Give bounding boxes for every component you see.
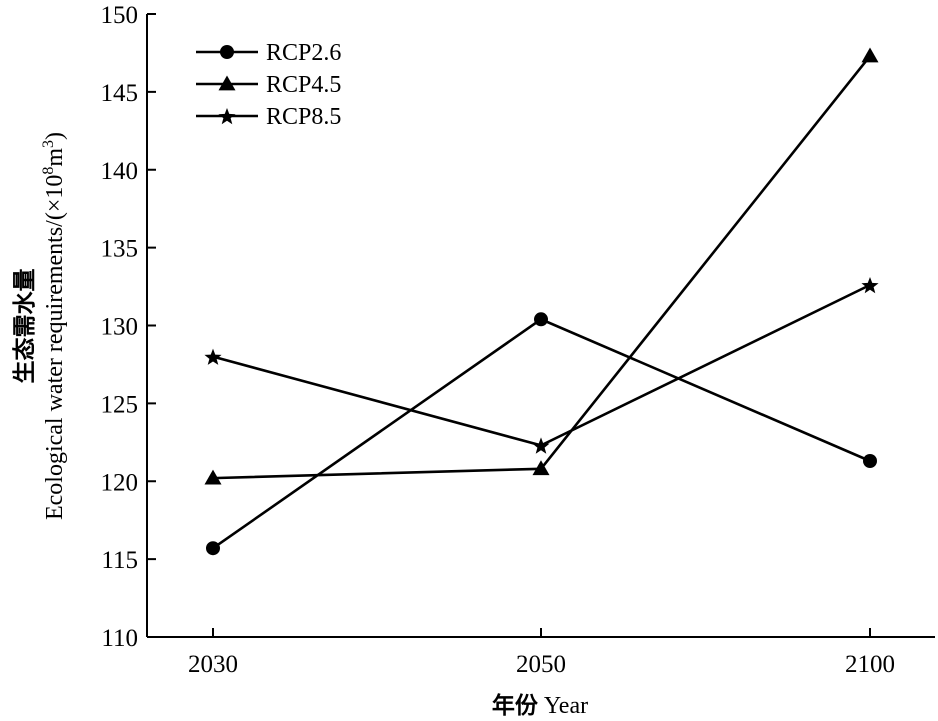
y-axis-title-en: Ecological water requirements/(×108m3) [40,132,68,520]
y-tick-label: 130 [101,314,139,341]
legend-label: RCP8.5 [266,104,341,130]
legend-label: RCP2.6 [266,40,341,66]
x-axis-title-cn: 年份 [492,692,539,719]
y-tick-label: 145 [101,80,139,107]
legend: RCP2.6 RCP4.5 RCP8.5 [196,40,341,130]
y-axis-title: 生态需水量 Ecological water requirements/(×10… [11,132,68,520]
y-ticks: 110 115 120 125 130 135 140 145 150 [101,2,156,652]
data-point-rcp2-6 [534,312,548,327]
data-point-rcp4-5 [861,47,879,63]
legend-marker-rcp4-5 [218,75,236,91]
x-tick-label: 2100 [845,651,895,678]
data-point-rcp8-5 [204,348,222,365]
data-point-rcp8-5 [532,437,550,454]
y-tick-label: 120 [101,469,139,496]
legend-item-rcp4-5: RCP4.5 [196,72,341,98]
y-tick-label: 115 [101,547,138,574]
legend-marker-rcp2-6 [220,45,234,59]
x-tick-label: 2050 [516,651,566,678]
data-point-rcp8-5 [861,277,879,294]
legend-label: RCP4.5 [266,72,341,98]
legend-item-rcp8-5: RCP8.5 [196,104,341,130]
y-axis-title-unit-sup: 3 [40,140,57,148]
y-axis-title-unit: m [42,148,68,167]
x-tick-label: 2030 [188,651,238,678]
y-tick-label: 110 [101,625,138,652]
series-line-rcp2-6 [212,317,871,550]
legend-marker-rcp8-5 [218,108,236,125]
y-tick-label: 150 [101,2,139,29]
data-point-rcp2-6 [206,541,220,556]
x-ticks: 2030 2050 2100 [188,628,895,678]
series-rcp8-5 [204,277,879,454]
y-tick-label: 140 [101,158,139,185]
y-axis-title-cn: 生态需水量 [11,269,38,384]
y-tick-label: 125 [101,391,139,418]
data-point-rcp2-6 [863,454,877,469]
y-axis-title-close: ) [42,132,68,140]
data-point-rcp4-5 [532,460,550,476]
series-rcp2-6 [206,312,877,556]
y-tick-label: 135 [101,236,139,263]
series-line-rcp8-5 [212,283,871,447]
series-rcp4-5 [204,47,879,485]
y-axis-title-sup: 8 [40,167,57,175]
x-axis-title: 年份 Year [492,692,588,719]
series-group [204,47,879,556]
legend-item-rcp2-6: RCP2.6 [196,40,341,66]
x-axis-title-en: Year [544,693,588,719]
data-point-rcp4-5 [204,469,222,485]
